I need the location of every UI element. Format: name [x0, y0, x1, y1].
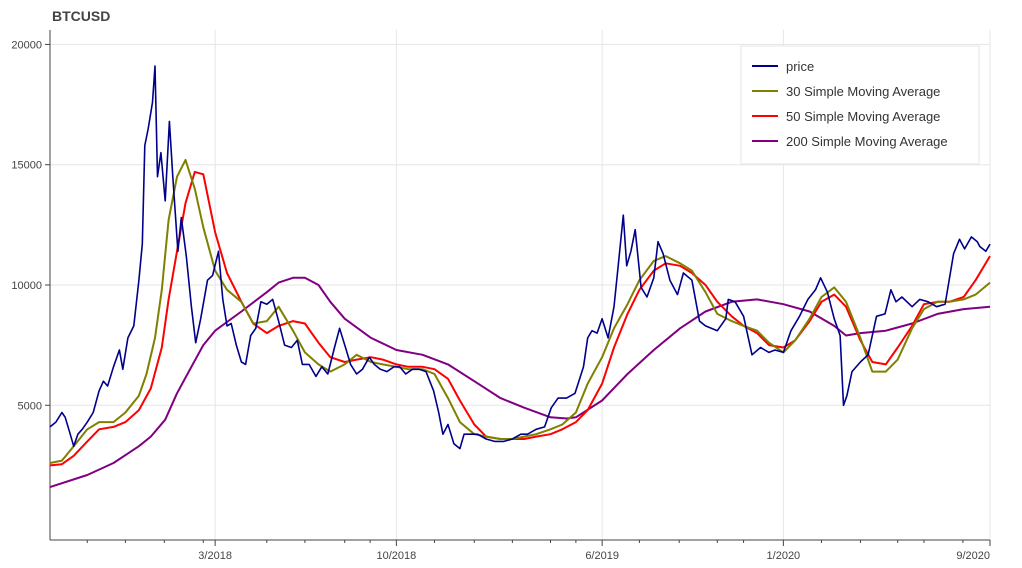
- chart-title: BTCUSD: [52, 8, 110, 24]
- series-line-price: [49, 65, 991, 450]
- legend-items: price 30 Simple Moving Average 50 Simple M…: [752, 59, 948, 149]
- x-tick-label: 9/2020: [956, 550, 990, 562]
- legend-label: 50 Simple Moving Average: [786, 109, 940, 124]
- legend-box: [740, 45, 980, 165]
- axes: 5000 10000 15000 20000 3/2018 10/2018 6/2019 1/…: [11, 30, 991, 562]
- series-lines: [49, 65, 991, 489]
- y-tick-label: 15000: [11, 160, 42, 172]
- y-tick-label: 10000: [11, 280, 42, 292]
- legend-label: 30 Simple Moving Average: [786, 84, 940, 99]
- series-line-200-simple-moving-average: [49, 276, 991, 489]
- x-tick-label: 10/2018: [376, 550, 416, 562]
- y-tick-label: 5000: [18, 400, 42, 412]
- series-line-30-simple-moving-average: [49, 158, 991, 464]
- x-tick-label: 1/2020: [767, 550, 801, 562]
- x-tick-label: 3/2018: [198, 550, 232, 562]
- y-tick-label: 20000: [11, 39, 42, 51]
- legend-label: 200 Simple Moving Average: [786, 134, 948, 149]
- x-tick-label: 6/2019: [585, 550, 619, 562]
- legend-label: price: [786, 59, 814, 74]
- legend: price 30 Simple Moving Average 50 Simple M…: [740, 45, 980, 165]
